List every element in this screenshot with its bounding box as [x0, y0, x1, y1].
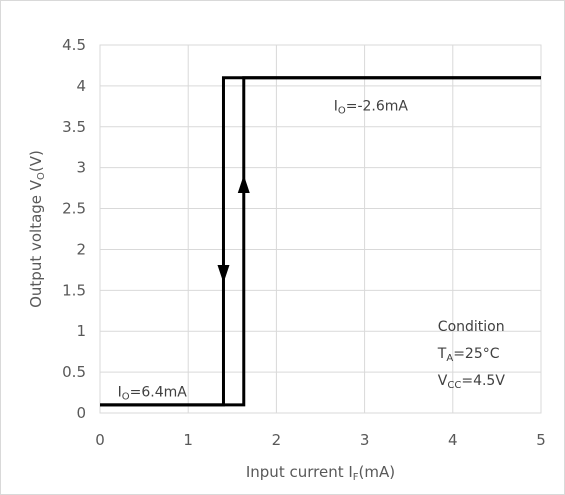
y-axis-title: Output voltage VO(V): [27, 150, 47, 308]
annotation-condition-ta: TA=25°C: [437, 346, 500, 364]
x-tick-label: 5: [536, 431, 546, 449]
tick-labels: 0 0.5 1 1.5 2 2.5 3 3.5 4 4.5 0 1 2 3 4 5: [62, 36, 546, 449]
x-axis-title: Input current IF(mA): [246, 463, 395, 483]
y-tick-label: 3: [76, 159, 86, 177]
x-tick-label: 3: [360, 431, 370, 449]
series-layer: [100, 76, 541, 407]
y-tick-label: 3.5: [62, 118, 86, 136]
arrow-down-icon: [217, 264, 230, 283]
plot-frame: [99, 44, 542, 414]
y-tick-label: 1.5: [62, 281, 86, 299]
series-line-decreasing: [100, 76, 541, 407]
x-tick-label: 1: [183, 431, 193, 449]
annotation-condition-vcc: VCC=4.5V: [438, 373, 506, 391]
arrow-up-icon: [237, 175, 250, 194]
y-tick-label: 1: [76, 322, 86, 340]
x-tick-label: 0: [95, 431, 105, 449]
annotation-condition-title: Condition: [438, 319, 505, 335]
annotations: IO=-2.6mA IO=6.4mA Condition TA=25°C VCC=4.5…: [118, 98, 506, 402]
annotation-io-high: IO=-2.6mA: [334, 98, 409, 116]
y-tick-label: 0: [76, 404, 86, 422]
x-tick-label: 2: [272, 431, 282, 449]
y-tick-label: 2: [76, 240, 86, 258]
y-tick-label: 4: [76, 77, 86, 95]
annotation-io-low: IO=6.4mA: [118, 385, 188, 403]
y-tick-label: 4.5: [62, 36, 86, 54]
y-tick-label: 0.5: [62, 363, 86, 381]
x-tick-label: 4: [448, 431, 458, 449]
y-tick-label: 2.5: [62, 200, 86, 218]
